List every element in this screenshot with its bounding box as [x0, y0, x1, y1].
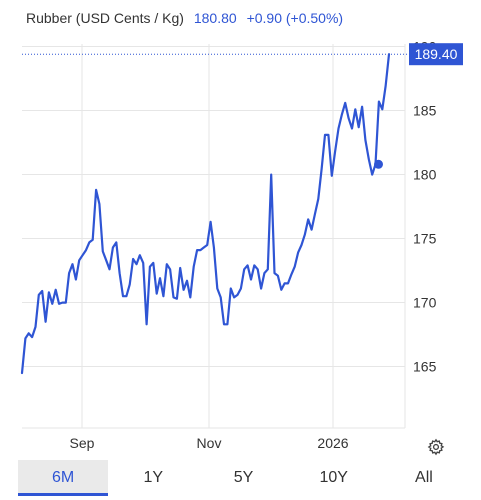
current-price-marker[interactable]: [374, 159, 383, 169]
y-tick-label: 175: [413, 231, 437, 247]
price-change: +0.90 (+0.50%): [246, 10, 344, 26]
x-tick-label: Nov: [197, 435, 222, 451]
y-tick-label: 165: [413, 359, 437, 375]
last-price-badge-text: 189.40: [415, 46, 458, 62]
range-button-all[interactable]: All: [415, 469, 433, 486]
series-line-rubber: [20, 53, 391, 375]
gear-icon[interactable]: [427, 438, 445, 456]
x-tick-label: Sep: [70, 435, 95, 451]
time-range-selector: 6M 1Y 5Y 10Y All: [18, 460, 469, 496]
range-button-1y[interactable]: 1Y: [143, 469, 164, 486]
current-price: 180.80: [193, 10, 237, 26]
y-tick-label: 170: [413, 295, 437, 311]
last-price-badge-bg: [409, 43, 463, 66]
horizontal-gridlines: [22, 46, 405, 368]
range-button-5y[interactable]: 5Y: [233, 469, 254, 486]
x-axis-labels: Sep Nov 2026: [70, 435, 349, 451]
last-price-badge: 189.40: [409, 43, 463, 66]
x-tick-label: 2026: [317, 435, 348, 451]
chart-header: Rubber (USD Cents / Kg) 180.80 +0.90 (+0…: [26, 10, 343, 26]
range-button-10y[interactable]: 10Y: [319, 469, 348, 486]
y-tick-label: 185: [413, 103, 437, 119]
instrument-name: Rubber (USD Cents / Kg): [26, 10, 184, 26]
range-button-6m[interactable]: 6M: [18, 460, 109, 496]
y-tick-label: 180: [413, 167, 437, 183]
y-axis-labels: 165170175180185190: [413, 39, 437, 375]
